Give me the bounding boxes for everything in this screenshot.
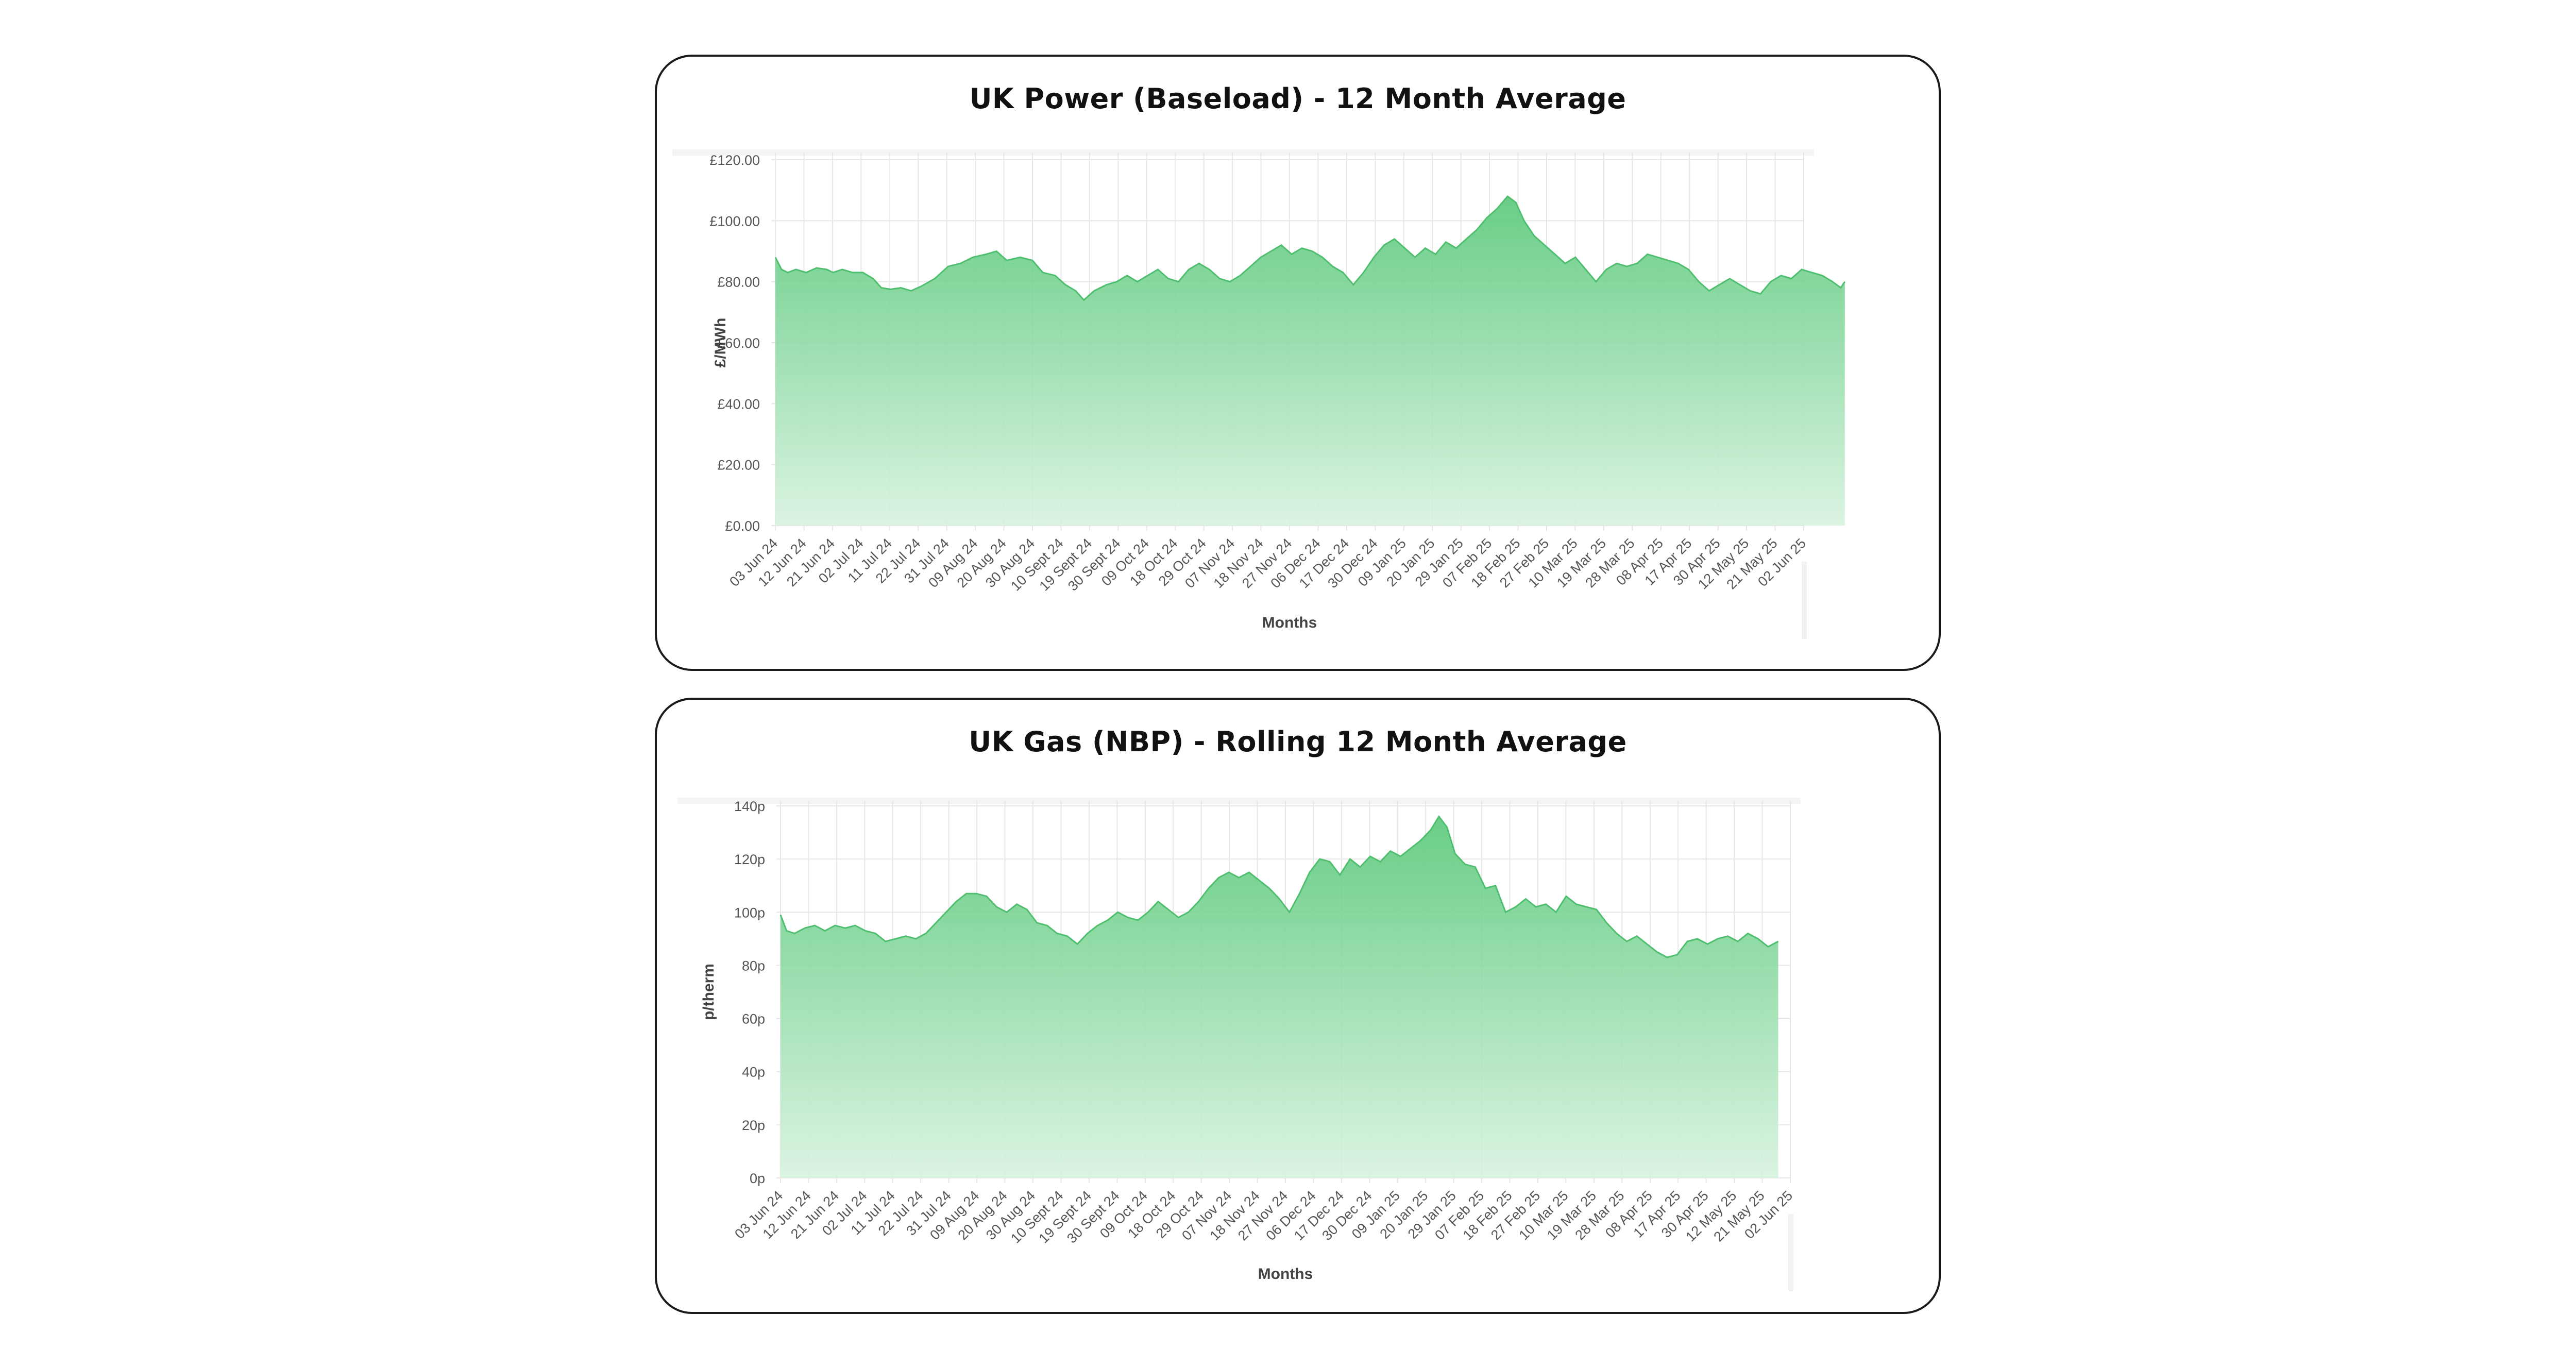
y-tick-label: £40.00 <box>717 396 760 412</box>
y-tick-label: 120p <box>734 852 765 867</box>
x-axis-title: Months <box>1258 1266 1313 1283</box>
y-tick-label: 0p <box>750 1171 765 1186</box>
y-axis-title: p/therm <box>700 964 717 1020</box>
y-tick-label: £80.00 <box>717 275 760 290</box>
series-area <box>781 816 1778 1178</box>
grid-top-band <box>672 149 1814 156</box>
power-chart-plot: £0.00 £20.00 £40.00 £60.00 £80.00 £100.00 £120… <box>672 149 1846 639</box>
y-tick-label: £120.00 <box>709 153 760 168</box>
y-axis-title: £/MWh <box>712 318 729 368</box>
chart-title: UK Gas (NBP) - Rolling 12 Month Average <box>969 726 1627 758</box>
edge-fade <box>1802 562 1807 639</box>
y-tick-label: £100.00 <box>709 213 760 229</box>
y-tick-label: 40p <box>742 1065 765 1080</box>
grid-top-band <box>677 798 1801 804</box>
y-tick-label: £0.00 <box>725 518 760 534</box>
series-line <box>779 815 1779 958</box>
series-area <box>775 196 1845 526</box>
chart-title: UK Power (Baseload) - 12 Month Average <box>969 82 1626 115</box>
y-tick-label: £20.00 <box>717 458 760 473</box>
x-axis-title: Months <box>1262 614 1317 631</box>
series-line <box>774 195 1846 301</box>
y-tick-label: 100p <box>734 905 765 920</box>
power-chart-card: UK Power (Baseload) - 12 Month Average £… <box>655 55 1941 671</box>
edge-fade <box>1788 1214 1793 1291</box>
y-tick-label: £60.00 <box>717 335 760 351</box>
y-tick-label: 60p <box>742 1011 765 1027</box>
y-tick-label: 80p <box>742 958 765 973</box>
y-tick-label: 20p <box>742 1118 765 1133</box>
gas-chart-card: UK Gas (NBP) - Rolling 12 Month Average … <box>655 698 1941 1314</box>
y-tick-label: 140p <box>734 799 765 814</box>
